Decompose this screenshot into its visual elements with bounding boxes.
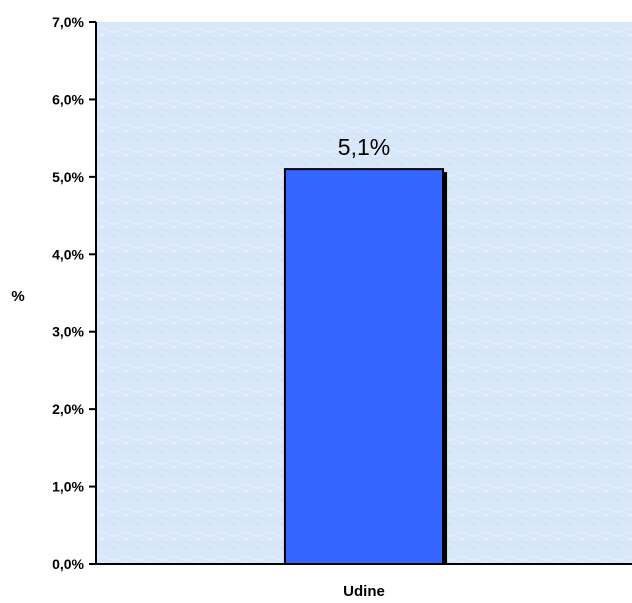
y-tick-label: 3,0% [52, 324, 84, 340]
y-tick-label: 2,0% [52, 401, 84, 417]
y-tick-label: 1,0% [52, 479, 84, 495]
y-tick-label: 7,0% [52, 14, 84, 30]
bar-udine [283, 168, 445, 565]
bars [283, 168, 448, 565]
y-axis-label: % [11, 288, 24, 305]
y-tick-label: 6,0% [52, 91, 84, 107]
y-axis-ticks: 0,0% 1,0% 2,0% 3,0% 4,0% 5,0% 6,0% 7,0% [52, 14, 96, 572]
y-tick-label: 0,0% [52, 556, 84, 572]
x-axis-labels: Udine [343, 583, 385, 600]
data-labels: 5,1% [338, 134, 390, 160]
y-tick-label: 5,0% [52, 169, 84, 185]
data-label: 5,1% [338, 134, 390, 160]
y-tick-label: 4,0% [52, 246, 84, 262]
x-category-label: Udine [343, 583, 385, 600]
